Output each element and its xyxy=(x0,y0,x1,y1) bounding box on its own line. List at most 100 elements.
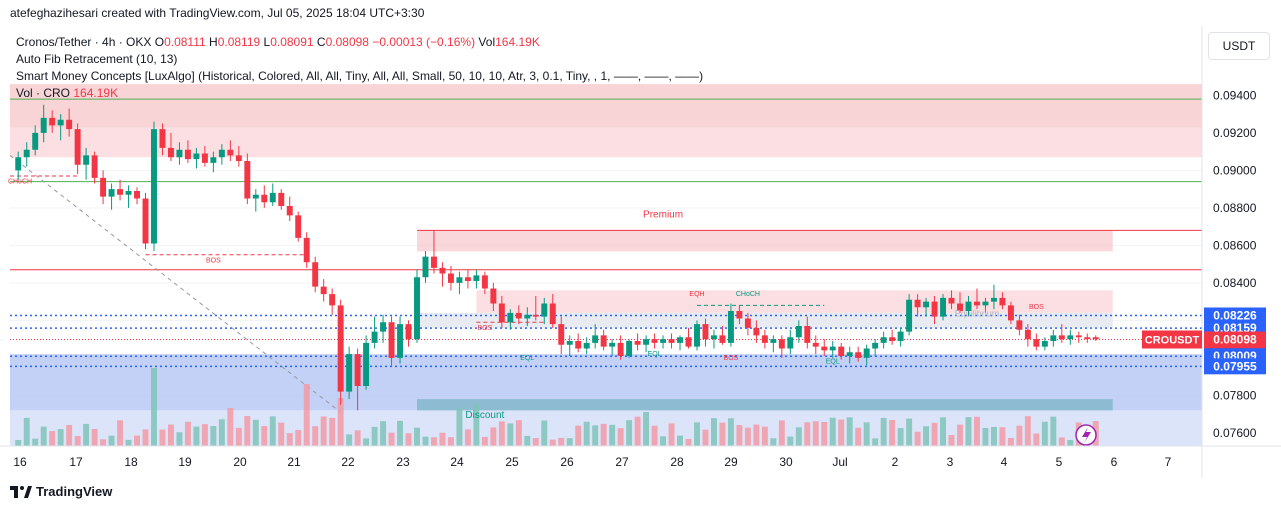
indicator-smc[interactable]: Smart Money Concepts [LuxAlgo] (Historic… xyxy=(16,69,704,83)
candle-body xyxy=(710,335,717,340)
symbol-title[interactable]: Cronos/Tether · 4h · OKX xyxy=(16,35,152,49)
volume-bar xyxy=(354,430,361,446)
currency-button[interactable]: USDT xyxy=(1208,32,1270,60)
candle-body xyxy=(643,339,650,345)
x-tick-label: 23 xyxy=(396,455,410,469)
candle-body xyxy=(974,301,980,306)
candle-body xyxy=(990,297,997,302)
candle-body xyxy=(1084,337,1091,340)
volume-bar xyxy=(710,418,717,446)
x-tick-label: 20 xyxy=(233,455,247,469)
volume-bar xyxy=(982,427,989,446)
candle-body xyxy=(252,194,259,199)
candle-body xyxy=(524,314,531,319)
candle-body xyxy=(507,312,514,323)
candle-body xyxy=(193,153,200,160)
volume-bar xyxy=(965,417,972,446)
volume-bar xyxy=(100,439,107,446)
volume-bar xyxy=(278,422,285,446)
volume-bar xyxy=(558,437,565,446)
candle-body xyxy=(515,312,522,319)
volume-bar xyxy=(134,435,140,446)
supply-zone xyxy=(476,290,1113,313)
candle-body xyxy=(201,153,208,163)
candle-body xyxy=(583,342,590,349)
candlestick-chart[interactable]: PremiumEquilibriumDiscountEQHEQLEQLEQLCH… xyxy=(0,26,1281,478)
candle-body xyxy=(83,155,90,165)
indicator-fib[interactable]: Auto Fib Retracement (10, 13) xyxy=(16,52,178,66)
candle-body xyxy=(422,256,429,278)
candle-body xyxy=(804,326,811,343)
candle-body xyxy=(558,324,565,345)
volume-bar xyxy=(252,419,259,446)
volume-bar xyxy=(974,416,980,446)
candle-body xyxy=(1092,337,1099,340)
volume-bar xyxy=(464,429,471,446)
volume-bar xyxy=(456,408,463,446)
volume-bar xyxy=(846,417,853,446)
candle-body xyxy=(1050,335,1057,341)
volume-bar xyxy=(473,404,480,446)
x-tick-label: 19 xyxy=(178,455,192,469)
volume-bar xyxy=(719,422,726,446)
volume-bar xyxy=(184,421,191,446)
price-label: 0.08226 xyxy=(1213,309,1257,323)
indicator-volume-label[interactable]: Vol · CRO xyxy=(16,86,71,100)
volume-bar xyxy=(388,432,395,446)
volume-bar xyxy=(660,436,667,446)
volume-bar xyxy=(481,436,488,446)
volume-bar xyxy=(286,433,293,446)
price-label: 0.08098 xyxy=(1213,333,1257,347)
volume-bar xyxy=(897,428,904,446)
volume-bar xyxy=(770,438,777,446)
annotation-bos: BOS xyxy=(724,355,739,362)
candle-body xyxy=(770,339,777,343)
y-tick-label: 0.09000 xyxy=(1213,163,1257,177)
x-tick-label: 26 xyxy=(560,455,574,469)
x-tick-label: 5 xyxy=(1056,455,1063,469)
candle-body xyxy=(719,335,726,343)
candle-body xyxy=(592,335,599,343)
volume-bar xyxy=(303,384,310,446)
candle-body xyxy=(498,303,505,323)
candle-body xyxy=(855,352,862,358)
volume-bar xyxy=(49,431,56,446)
chart-area[interactable]: Premium Equilibrium Discount EQH EQL EQL EQL CH… xyxy=(0,26,1281,478)
y-tick-label: 0.08800 xyxy=(1213,201,1257,215)
candle-body xyxy=(957,303,963,311)
candle-body xyxy=(210,157,217,163)
volume-bar xyxy=(176,432,183,446)
volume-bar xyxy=(117,420,124,446)
volume-bar xyxy=(795,427,802,446)
candle-body xyxy=(906,299,913,332)
candle-body xyxy=(685,337,692,347)
candle-body xyxy=(1033,339,1040,347)
volume-bar xyxy=(40,426,47,446)
candle-body xyxy=(795,326,802,338)
annotation-bos: BOS xyxy=(206,257,221,264)
volume-bar xyxy=(329,417,336,446)
tradingview-footer[interactable]: TradingView xyxy=(10,484,112,499)
volume-bar xyxy=(685,438,692,446)
volume-bar xyxy=(889,419,896,446)
volume-bar xyxy=(880,417,887,446)
volume-bar xyxy=(626,420,633,446)
candle-body xyxy=(532,314,539,317)
symbol-tag: CROUSDT xyxy=(1145,335,1200,347)
volume-bar xyxy=(261,426,268,446)
volume-bar xyxy=(804,422,811,446)
candle-body xyxy=(32,132,39,150)
volume-bar xyxy=(990,426,997,446)
volume-value: 164.19K xyxy=(495,35,540,49)
volume-bar xyxy=(125,439,132,446)
annotation-discount: Discount xyxy=(465,410,504,421)
x-tick-label: 25 xyxy=(505,455,519,469)
candle-body xyxy=(677,337,683,343)
candle-body xyxy=(142,198,149,244)
candle-body xyxy=(490,288,497,304)
candle-body xyxy=(634,341,641,345)
volume-bar xyxy=(872,438,879,446)
x-tick-label: 6 xyxy=(1111,455,1118,469)
indicator-volume-value: 164.19K xyxy=(73,86,119,100)
volume-bar xyxy=(957,424,963,446)
